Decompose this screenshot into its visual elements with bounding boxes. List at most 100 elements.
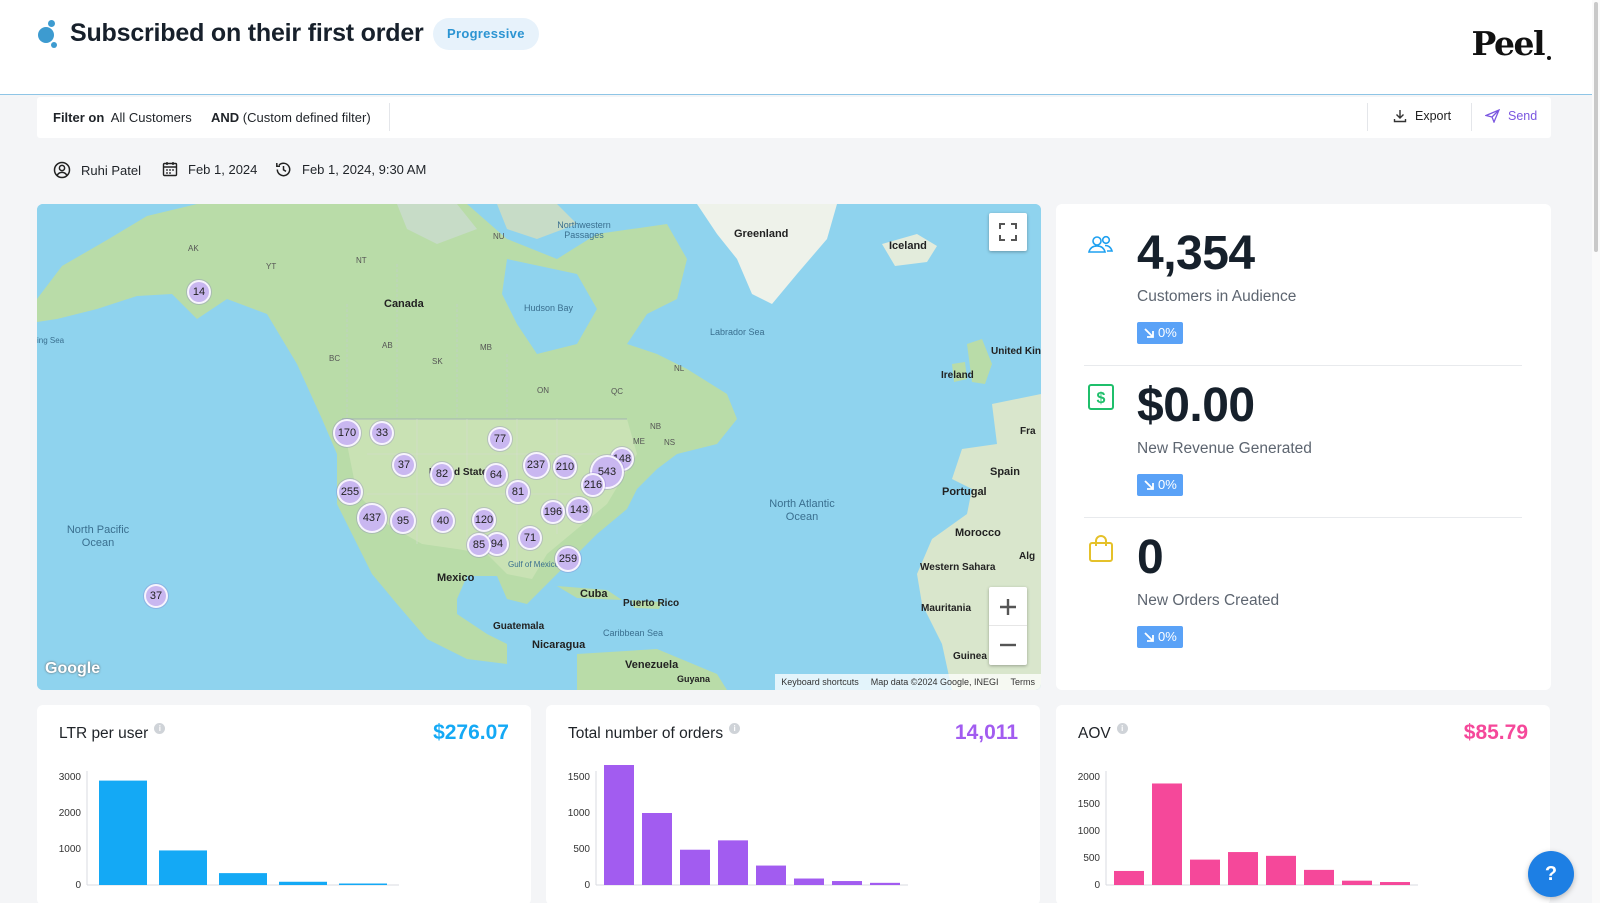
- filter-divider: [389, 103, 390, 131]
- arrow-down-right-icon: [1144, 480, 1154, 490]
- chart-bar[interactable]: [1342, 880, 1372, 885]
- chart-bar[interactable]: [1152, 783, 1182, 885]
- chart-bar[interactable]: [832, 881, 862, 885]
- report-datetime: Feb 1, 2024, 9:30 AM: [302, 162, 427, 177]
- map-label: Spain: [990, 466, 1020, 478]
- chart-bar[interactable]: [1228, 852, 1258, 885]
- orders-label: New Orders Created: [1137, 592, 1280, 609]
- revenue-label: New Revenue Generated: [1137, 440, 1312, 457]
- y-tick-label: 2000: [1078, 772, 1101, 783]
- map-label: Guatemala: [493, 621, 545, 632]
- fullscreen-button[interactable]: [989, 213, 1027, 251]
- map-cluster-marker[interactable]: 33: [370, 421, 394, 445]
- y-tick-label: 1000: [59, 844, 82, 855]
- custom-filter[interactable]: AND (Custom defined filter): [211, 110, 371, 125]
- map-cluster-marker[interactable]: 237: [522, 451, 550, 479]
- zoom-in-button[interactable]: [989, 588, 1027, 626]
- map-label: ME: [633, 437, 645, 446]
- chart-bar[interactable]: [680, 849, 710, 885]
- map-cluster-marker[interactable]: 259: [555, 546, 581, 572]
- chart-bar[interactable]: [219, 873, 267, 885]
- chart-bar[interactable]: [339, 883, 387, 886]
- map-label: Morocco: [955, 527, 1001, 539]
- y-tick-label: 1000: [568, 808, 591, 819]
- keyboard-shortcuts-link[interactable]: Keyboard shortcuts: [781, 677, 859, 687]
- info-icon[interactable]: i: [1116, 723, 1128, 734]
- map-cluster-marker[interactable]: 37: [144, 584, 168, 608]
- map-cluster-marker[interactable]: 437: [357, 503, 387, 533]
- arctic-island-b: [497, 204, 577, 239]
- map-cluster-marker[interactable]: 64: [484, 463, 508, 487]
- filter-on-value: All Customers: [110, 110, 192, 125]
- map-cluster-marker[interactable]: 77: [488, 427, 512, 451]
- map-label: Northwestern Passages: [557, 220, 611, 241]
- chart-bar[interactable]: [279, 881, 327, 885]
- chart-bar[interactable]: [1266, 855, 1296, 885]
- map-cluster-marker[interactable]: 120: [472, 508, 496, 532]
- map-cluster-marker[interactable]: 210: [553, 455, 577, 479]
- calendar-icon: [162, 162, 178, 177]
- map-label: Canada: [384, 298, 424, 310]
- ltr-title-text: LTR per user: [59, 725, 149, 742]
- zoom-out-button[interactable]: [989, 626, 1027, 664]
- map-cluster-marker[interactable]: 37: [392, 453, 416, 477]
- chart-bar[interactable]: [1304, 869, 1334, 885]
- map-cluster-marker[interactable]: 82: [430, 462, 454, 486]
- map-cluster-marker[interactable]: 143: [566, 497, 592, 523]
- map-label: AB: [382, 341, 393, 350]
- y-tick-label: 500: [573, 844, 590, 855]
- uk-landmass: [967, 339, 992, 384]
- map-label: ing Sea: [37, 336, 65, 345]
- map-label: Ireland: [941, 370, 974, 381]
- map-label: Guinea: [953, 651, 987, 662]
- scrollbar-track[interactable]: [1592, 0, 1600, 903]
- map-cluster-marker[interactable]: 95: [390, 508, 416, 534]
- map-cluster-marker[interactable]: 196: [541, 500, 565, 524]
- map-label: Nicaragua: [532, 639, 586, 651]
- progressive-badge: Progressive: [433, 18, 539, 50]
- page-title: Subscribed on their first order: [70, 19, 424, 47]
- terms-link[interactable]: Terms: [1010, 677, 1036, 687]
- chart-bar[interactable]: [1114, 870, 1144, 885]
- chart-bar[interactable]: [99, 780, 147, 885]
- orders-card: Total number of orders i 14,011 1500 1000…: [546, 705, 1040, 903]
- send-button[interactable]: Send: [1485, 109, 1537, 123]
- chart-bar[interactable]: [1380, 882, 1410, 885]
- map-cluster-marker[interactable]: 40: [431, 509, 455, 533]
- chart-bar[interactable]: [159, 850, 207, 885]
- map-footer: Keyboard shortcuts Map data ©2024 Google…: [775, 674, 1041, 690]
- map-cluster-marker[interactable]: 81: [506, 480, 530, 504]
- map-canvas[interactable]: [37, 204, 1041, 690]
- help-button[interactable]: ?: [1528, 851, 1574, 897]
- map-label: NS: [664, 438, 676, 447]
- map-cluster-marker[interactable]: 85: [467, 533, 491, 557]
- chart-bar[interactable]: [870, 882, 900, 885]
- customer-map[interactable]: Greenland Iceland Northwestern Passages NU A…: [37, 204, 1041, 690]
- map-cluster-marker[interactable]: 216: [581, 473, 605, 497]
- orders-title-text: Total number of orders: [568, 725, 724, 742]
- chart-bar[interactable]: [642, 813, 672, 885]
- info-icon[interactable]: i: [154, 723, 166, 734]
- filter-on[interactable]: Filter on All Customers: [53, 110, 192, 125]
- y-tick-label: 1000: [1078, 826, 1101, 837]
- map-cluster-marker[interactable]: 71: [518, 526, 542, 550]
- chart-bar[interactable]: [756, 865, 786, 885]
- top-header: Subscribed on their first order Progress…: [0, 0, 1592, 95]
- info-icon[interactable]: i: [729, 723, 741, 734]
- chart-bar[interactable]: [794, 878, 824, 885]
- scrollbar-thumb[interactable]: [1594, 2, 1598, 252]
- map-label: Caribbean Sea: [603, 628, 664, 638]
- chart-bar[interactable]: [604, 765, 634, 885]
- map-cluster-marker[interactable]: 14: [187, 280, 211, 304]
- map-cluster-marker[interactable]: 170: [333, 419, 361, 447]
- y-tick-label: 1500: [1078, 799, 1101, 810]
- customers-label: Customers in Audience: [1137, 288, 1297, 305]
- map-cluster-marker[interactable]: 255: [337, 479, 363, 505]
- minus-icon: [1000, 643, 1016, 647]
- ltr-card: LTR per user i $276.07 3000 2000 1000 0: [37, 705, 531, 903]
- map-label: North Pacific Ocean: [66, 524, 130, 549]
- map-label: NT: [356, 256, 367, 265]
- export-button[interactable]: Export: [1393, 109, 1451, 123]
- chart-bar[interactable]: [1190, 859, 1220, 885]
- chart-bar[interactable]: [718, 840, 748, 885]
